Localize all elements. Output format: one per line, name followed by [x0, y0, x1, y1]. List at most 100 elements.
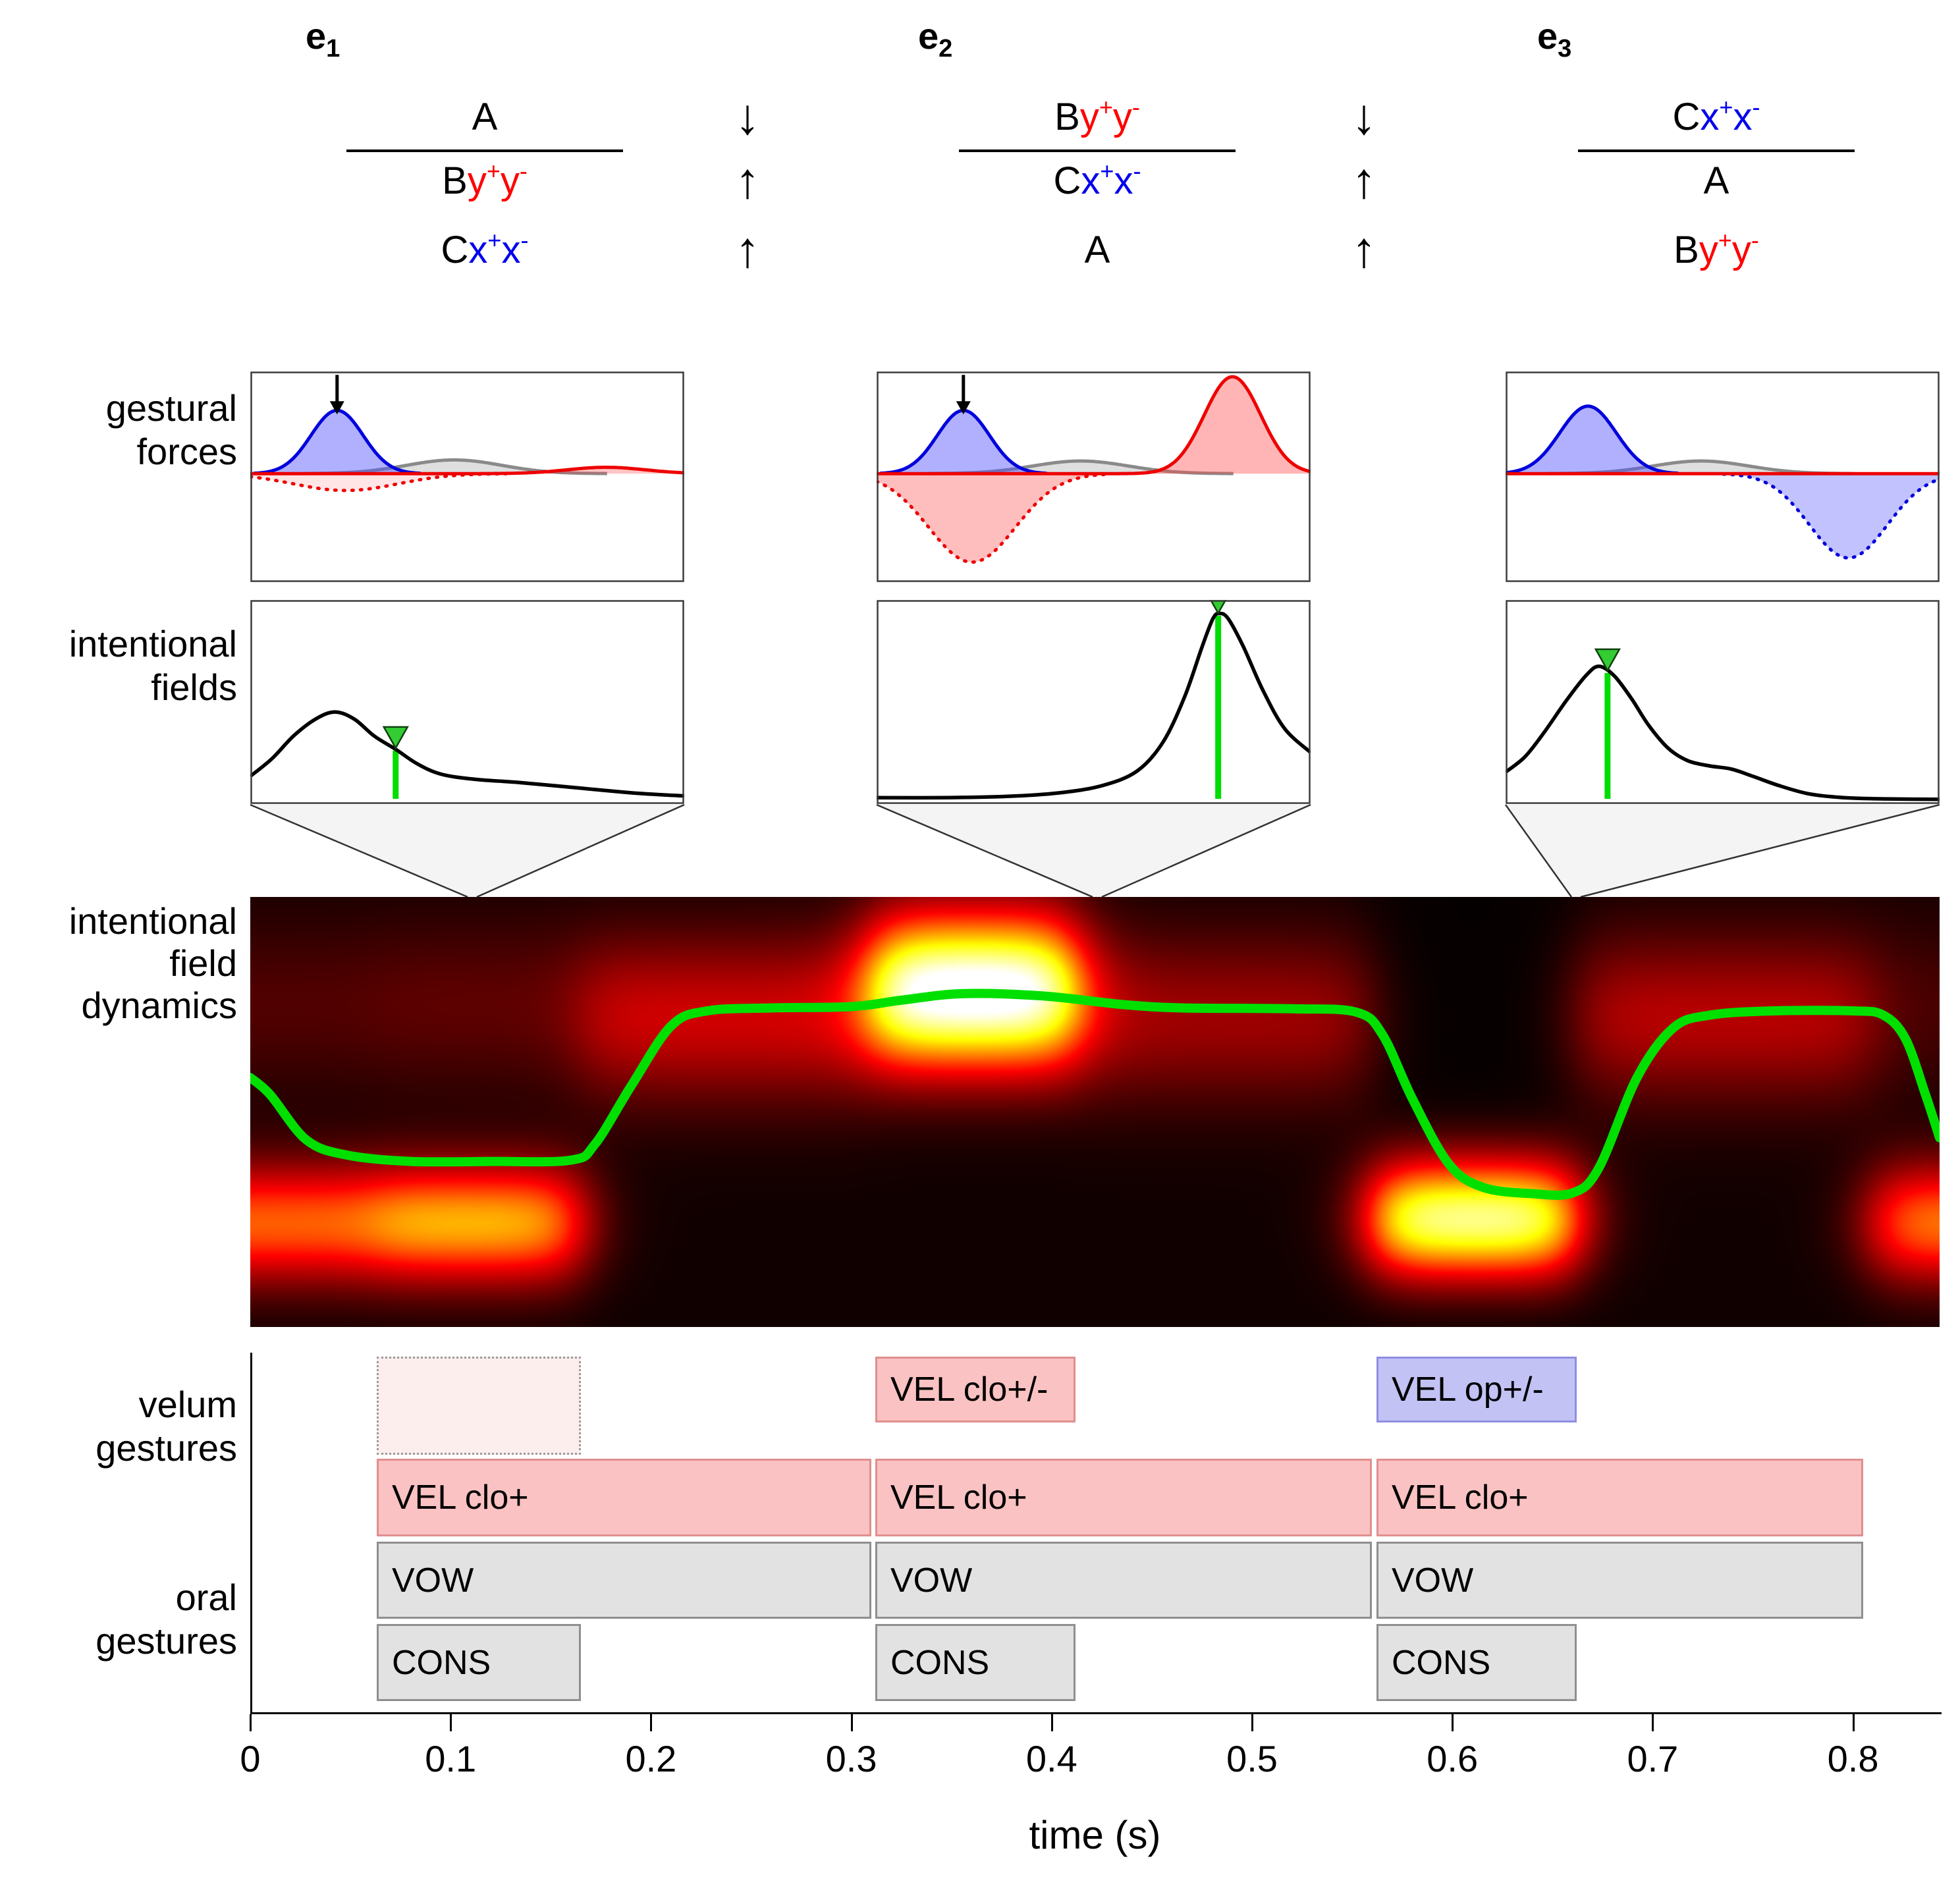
promoted-gesture-row-1: A: [1578, 158, 1855, 204]
suppress-arrow-icon: ↓: [735, 89, 760, 145]
x-axis-tick-label: 0.3: [825, 1738, 877, 1779]
promote-arrow-icon: ↑: [1351, 153, 1376, 209]
gesture-sign-superscript: +: [486, 157, 501, 184]
gestural-forces-panel-2: [877, 371, 1311, 582]
gesture-symbol: C: [441, 229, 469, 271]
label-line: forces: [136, 431, 238, 472]
intentional-field-dynamics-label: intentional field dynamics: [11, 900, 237, 1027]
field-peak-marker-triangle-icon: [1209, 600, 1227, 615]
red-suppression-fill: [250, 474, 512, 491]
suppressed-gesture-row: By+y-: [959, 94, 1236, 140]
label-line: velum: [138, 1384, 237, 1425]
blue-suppression-fill: [1723, 474, 1940, 558]
blue-activation-fill: [254, 410, 421, 474]
promoted-gesture-row-2: A: [959, 227, 1236, 273]
field-peak-marker-triangle-icon: [1594, 648, 1621, 672]
panel-border: [1506, 600, 1940, 804]
promoted-gesture-row-2: Cx+x-: [346, 227, 623, 273]
event-timing-arrowhead-icon: [956, 401, 971, 415]
suppress-arrow-icon: ↓: [1351, 89, 1376, 145]
promoted-gesture-row-1: By+y-: [346, 157, 623, 204]
intentional-field-panel-2: [877, 600, 1311, 804]
x-axis-tick-label: 0.8: [1827, 1738, 1879, 1779]
fraction-bar: [346, 149, 623, 152]
panel-connector-fans: [250, 804, 1940, 897]
red-activation-fill: [250, 467, 684, 474]
gesture-symbol: C: [1672, 95, 1701, 138]
gesture-label: CONS: [392, 1643, 491, 1682]
gesture-box-cons: CONS: [875, 1624, 1075, 1701]
gestural-forces-panel-3: [1506, 371, 1940, 582]
gesture-symbol: B: [1054, 95, 1080, 138]
connector-fan-edge: [876, 804, 1093, 897]
event-label: e3: [1537, 14, 1571, 63]
connector-fan-edge: [476, 804, 685, 897]
gesture-symbol: A: [1703, 159, 1729, 202]
connector-fan-edge: [1504, 804, 1573, 897]
gesture-sign-superscript: +: [1718, 227, 1732, 254]
gesture-label: VEL clo+/-: [890, 1370, 1048, 1409]
label-line: intentional: [68, 900, 237, 942]
gesture-sign-superscript: -: [520, 227, 529, 254]
connector-fan-fill: [250, 805, 684, 897]
arrow-stack-2: ↓ ↑ ↑: [1338, 20, 1390, 310]
gesture-symbol: x: [1081, 159, 1101, 202]
intentional-field-curve: [1506, 664, 1940, 801]
connector-fan-edge: [1580, 804, 1940, 897]
x-axis-tick-label: 0.6: [1427, 1738, 1479, 1779]
promote-arrow-icon: ↑: [735, 222, 760, 278]
gesture-symbol: B: [442, 159, 468, 202]
gesture-symbol: x: [1733, 95, 1753, 138]
gesture-symbol: C: [1053, 159, 1081, 202]
blue-suppression-curve: [1722, 472, 1940, 560]
intentional-field-curve: [877, 611, 1311, 800]
event-index: 3: [1558, 35, 1572, 63]
gesture-sign-superscript: -: [519, 157, 528, 184]
blue-activation-curve: [1506, 404, 1679, 475]
intentional-fields-label: intentional fields: [11, 622, 237, 709]
gesture-symbol: B: [1674, 229, 1699, 271]
gesture-sign-superscript: -: [1752, 94, 1760, 121]
suppressed-gesture-row: A: [346, 94, 623, 140]
x-axis-tick-label: 0.5: [1226, 1738, 1278, 1779]
gesture-box-vel-clo: VEL clo+: [1376, 1459, 1863, 1536]
panel-border: [250, 371, 684, 582]
gesture-sign-superscript: -: [1751, 227, 1759, 254]
gesture-label: VEL op+/-: [1392, 1370, 1544, 1409]
gestural-forces-panel-1: [250, 371, 684, 582]
gesture-box-vel-clo: VEL clo+/-: [875, 1357, 1075, 1422]
gesture-box-vow: VOW: [875, 1542, 1372, 1619]
blue-activation-fill: [880, 410, 1047, 474]
velum-gestures-label: velum gestures: [11, 1383, 237, 1470]
gesture-symbol: x: [468, 229, 488, 271]
gesture-label: CONS: [1392, 1643, 1491, 1682]
red-suppression-fill: [877, 474, 1111, 562]
gesture-sign-superscript: +: [1719, 94, 1733, 121]
panel-border: [250, 600, 684, 804]
gesture-symbol: x: [1114, 159, 1133, 202]
red-activation-curve: [250, 466, 684, 475]
time-axis-label: time (s): [1029, 1813, 1161, 1857]
label-line: dynamics: [81, 985, 237, 1026]
gesture-box-vel-clo: VEL clo+: [377, 1459, 871, 1536]
gesture-box-hidden: [377, 1357, 581, 1455]
gesture-label: VOW: [890, 1561, 973, 1600]
promote-arrow-icon: ↑: [1351, 222, 1376, 278]
label-line: gestural: [105, 387, 237, 429]
gesture-box-cons: CONS: [1376, 1624, 1577, 1701]
arrow-stack-1: ↓ ↑ ↑: [721, 20, 774, 310]
promoted-gesture-row-1: Cx+x-: [959, 157, 1236, 204]
fraction-bar: [959, 149, 1236, 152]
gesture-symbol: y: [500, 159, 520, 202]
oral-gestures-label: oral gestures: [11, 1576, 237, 1663]
gesture-box-vel-op: VEL op+/-: [1376, 1357, 1577, 1422]
gesture-box-vow: VOW: [1376, 1542, 1863, 1619]
gesture-symbol: A: [472, 95, 498, 138]
panel-border: [877, 371, 1311, 582]
event-index: 2: [939, 35, 953, 63]
x-axis-tick-label: 0.2: [625, 1738, 677, 1779]
gesture-box-cons: CONS: [377, 1624, 581, 1701]
connector-fan-edge: [1101, 804, 1311, 897]
label-line: oral: [175, 1577, 237, 1618]
